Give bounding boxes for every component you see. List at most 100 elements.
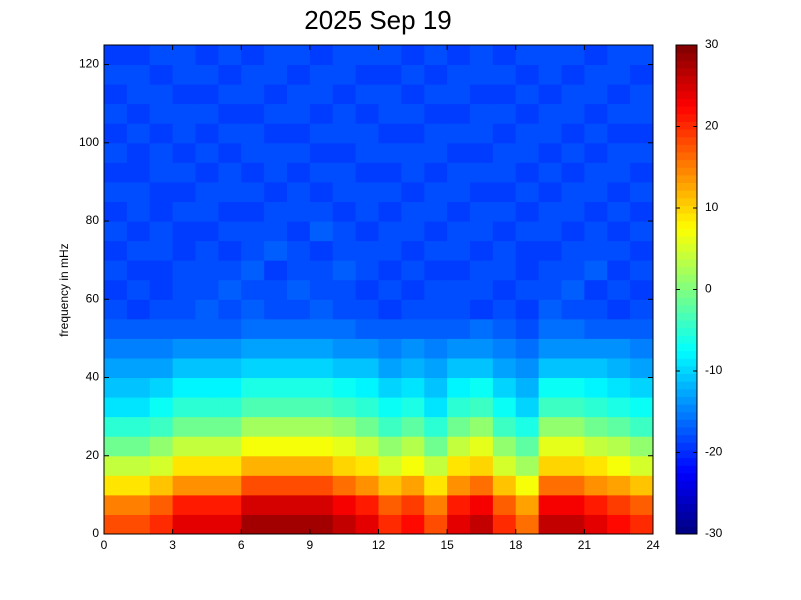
heatmap-cell	[309, 475, 334, 496]
heatmap-cell	[218, 416, 242, 437]
colorbar-swatch	[676, 251, 697, 260]
heatmap-cell	[515, 377, 540, 398]
heatmap-cell	[424, 84, 448, 105]
heatmap-cell	[538, 221, 562, 242]
heatmap-cell	[264, 377, 288, 398]
heatmap-cell	[104, 201, 128, 222]
heatmap-cell	[378, 338, 402, 359]
heatmap-cell	[195, 162, 219, 183]
heatmap-cell	[584, 455, 608, 476]
heatmap-cell	[172, 397, 196, 418]
heatmap-cell	[355, 397, 379, 418]
heatmap-cell	[332, 318, 357, 339]
heatmap-cell	[515, 260, 540, 281]
heatmap-cell	[470, 377, 494, 398]
heatmap-cell	[195, 45, 219, 66]
heatmap-cell	[401, 299, 425, 320]
heatmap-cell	[447, 64, 471, 85]
heatmap-cell	[195, 318, 219, 339]
heatmap-cell	[195, 494, 219, 515]
heatmap-cell	[309, 45, 334, 66]
heatmap-cell	[104, 279, 128, 300]
heatmap-cell	[355, 142, 379, 163]
heatmap-cell	[218, 318, 242, 339]
heatmap-cell	[195, 64, 219, 85]
heatmap-cell	[355, 45, 379, 66]
heatmap-cell	[515, 357, 540, 379]
heatmap-cell	[287, 221, 311, 242]
heatmap-cell	[332, 45, 357, 66]
heatmap-cell	[424, 240, 448, 261]
y-tick-label: 60	[86, 291, 100, 305]
heatmap-cell	[447, 357, 471, 379]
heatmap-cell	[309, 299, 334, 320]
colorbar-swatch	[676, 258, 697, 268]
heatmap-cell	[470, 397, 494, 418]
heatmap-cell	[378, 45, 402, 66]
heatmap-cell	[630, 377, 654, 398]
heatmap-cell	[492, 299, 517, 320]
heatmap-cell	[447, 475, 471, 496]
heatmap-cell	[538, 436, 562, 457]
heatmap-cell	[492, 338, 517, 359]
heatmap-cell	[241, 142, 265, 163]
heatmap-cell	[195, 123, 219, 144]
heatmap-cell	[264, 162, 288, 183]
heatmap-cell	[607, 338, 631, 359]
colorbar-swatch	[676, 190, 697, 199]
heatmap-cell	[104, 45, 128, 66]
heatmap-cell	[515, 416, 540, 437]
heatmap-cell	[172, 357, 196, 379]
heatmap-cell	[355, 475, 379, 496]
heatmap-cell	[378, 142, 402, 163]
heatmap-cell	[218, 162, 242, 183]
heatmap-cell	[149, 318, 174, 339]
heatmap-cell	[470, 318, 494, 339]
heatmap-cell	[538, 494, 562, 515]
heatmap-cell	[584, 279, 608, 300]
heatmap-cell	[195, 240, 219, 261]
y-axis-label: frequency in mHz	[57, 243, 71, 336]
colorbar-swatch	[676, 236, 697, 245]
heatmap-cell	[561, 84, 585, 105]
heatmap-cell	[104, 455, 128, 476]
heatmap-cell	[607, 201, 631, 222]
heatmap-cell	[401, 260, 425, 281]
heatmap-cell	[332, 123, 357, 144]
colorbar-swatch	[676, 243, 697, 252]
heatmap-cell	[355, 514, 379, 535]
heatmap-cell	[515, 221, 540, 242]
heatmap-cell	[561, 416, 585, 437]
heatmap-cell	[630, 514, 654, 535]
heatmap-cell	[218, 357, 242, 379]
heatmap-cell	[515, 142, 540, 163]
colorbar: -30 -20 -10 0 10 20 30	[675, 37, 723, 540]
heatmap-cell	[104, 338, 128, 359]
heatmap-cell	[104, 436, 128, 457]
colorbar-swatch	[676, 495, 697, 504]
heatmap-cell	[607, 475, 631, 496]
heatmap-cell	[104, 221, 128, 242]
heatmap-cell	[104, 299, 128, 320]
heatmap-cell	[515, 201, 540, 222]
heatmap-cell	[241, 84, 265, 105]
heatmap-cell	[309, 338, 334, 359]
heatmap-cell	[332, 377, 357, 398]
heatmap-cell	[424, 45, 448, 66]
heatmap-cell	[515, 436, 540, 457]
heatmap-cell	[561, 279, 585, 300]
heatmap-cell	[332, 84, 357, 105]
heatmap-cell	[172, 299, 196, 320]
heatmap-cell	[126, 201, 151, 222]
heatmap-cell	[607, 221, 631, 242]
heatmap-cell	[470, 514, 494, 535]
heatmap-cell	[378, 416, 402, 437]
heatmap-cell	[515, 475, 540, 496]
colorbar-tick-label: 0	[705, 282, 712, 296]
heatmap-cell	[241, 416, 265, 437]
heatmap-cell	[561, 338, 585, 359]
heatmap-cell	[630, 279, 654, 300]
heatmap-cell	[584, 416, 608, 437]
heatmap-cell	[607, 279, 631, 300]
heatmap-cell	[538, 299, 562, 320]
